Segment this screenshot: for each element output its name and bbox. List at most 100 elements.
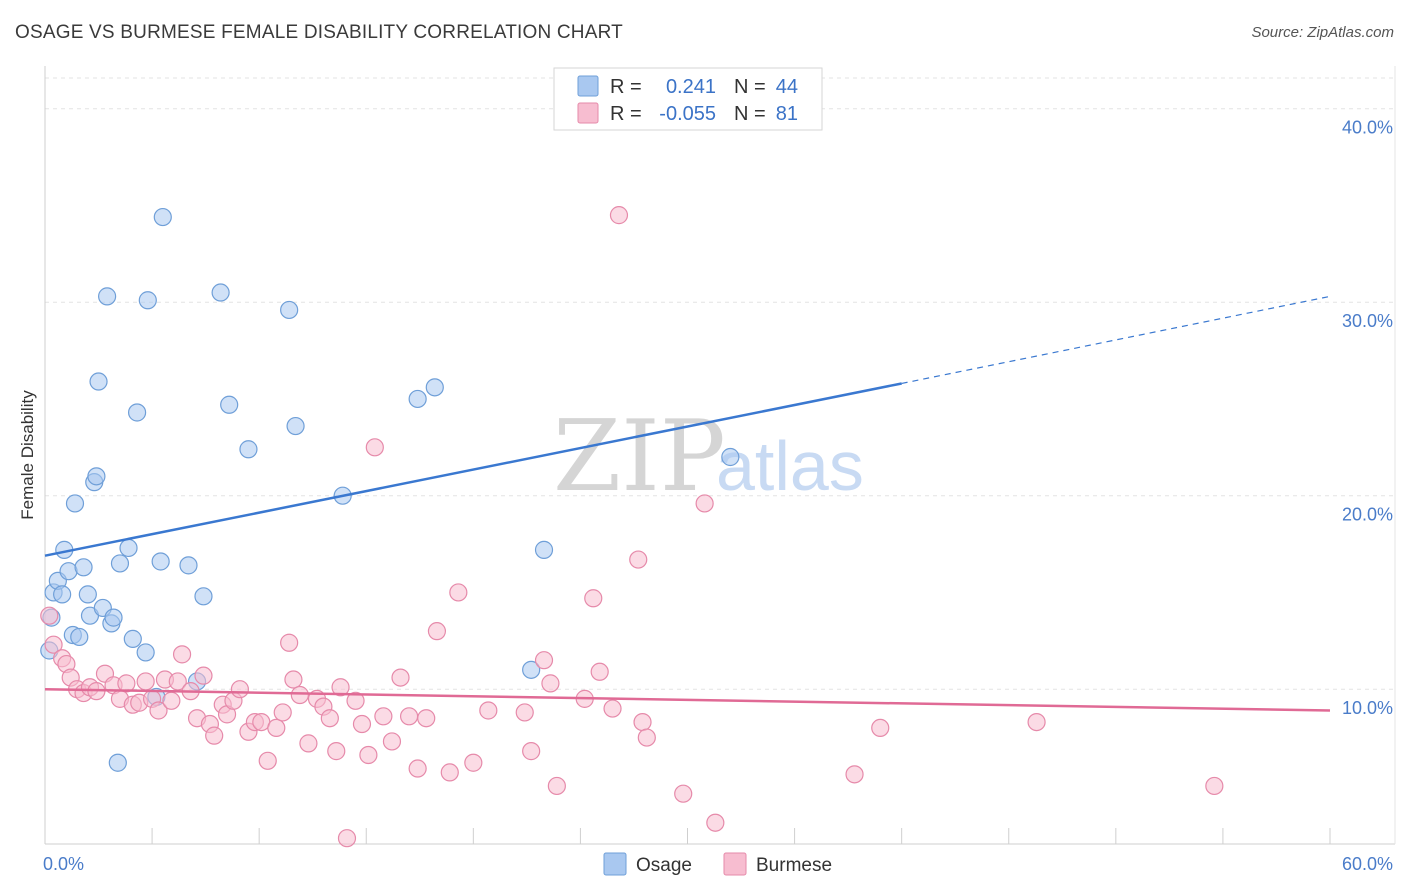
point-burmese-15 <box>136 672 155 691</box>
point-burmese-74 <box>637 728 656 747</box>
point-burmese-58 <box>440 763 459 782</box>
y-tick-label-3: 40.0% <box>1342 118 1393 138</box>
point-osage-30 <box>179 556 198 575</box>
point-burmese-40 <box>299 734 318 753</box>
y-tick-label-2: 30.0% <box>1342 311 1393 331</box>
legend-swatch-burmese <box>577 102 599 124</box>
point-osage-23 <box>123 629 142 648</box>
point-burmese-49 <box>359 745 378 765</box>
point-burmese-47 <box>346 691 365 710</box>
point-burmese-54 <box>399 707 419 726</box>
point-burmese-75 <box>674 784 693 803</box>
series-legend-swatch-osage <box>603 852 627 876</box>
series-legend: Osage Burmese <box>603 852 832 876</box>
point-burmese-73 <box>633 712 652 732</box>
point-burmese-66 <box>547 776 566 796</box>
point-burmese-34 <box>258 751 277 770</box>
point-osage-11 <box>78 585 97 604</box>
point-burmese-78 <box>845 765 864 784</box>
point-burmese-53 <box>391 668 410 687</box>
point-osage-37 <box>286 416 305 436</box>
legend-box <box>553 67 823 131</box>
watermark-zip: ZIP <box>553 400 726 514</box>
trend-line-extension-osage <box>901 295 1331 385</box>
legend-n-label-burmese: N = <box>734 103 766 125</box>
point-burmese-61 <box>479 701 498 720</box>
point-osage-43 <box>721 447 740 467</box>
correlation-legend: R = 0.241 N = 44 R = -0.055 N = 81 <box>553 67 823 131</box>
point-burmese-51 <box>374 707 393 726</box>
point-burmese-36 <box>273 703 292 722</box>
point-burmese-30 <box>230 680 249 699</box>
axes <box>44 66 1396 845</box>
point-burmese-20 <box>168 672 187 691</box>
tick-labels: 10.0% 20.0% 30.0% 40.0% 0.0% 60.0% <box>43 118 1393 874</box>
point-osage-33 <box>211 283 230 302</box>
chart-source: Source: ZipAtlas.com <box>1251 24 1394 41</box>
legend-r-value-burmese: -0.055 <box>659 103 716 125</box>
point-osage-9 <box>70 627 89 647</box>
trend-line-burmese <box>44 687 1331 712</box>
point-burmese-35 <box>267 718 286 738</box>
point-osage-24 <box>127 403 147 422</box>
point-burmese-81 <box>1205 776 1224 796</box>
point-burmese-70 <box>603 699 622 718</box>
point-burmese-24 <box>194 666 213 685</box>
point-burmese-19 <box>162 691 181 710</box>
point-burmese-45 <box>331 678 350 697</box>
point-burmese-80 <box>1027 712 1046 732</box>
point-burmese-26 <box>205 726 224 745</box>
trend-lines <box>44 295 1331 712</box>
chart-title: OSAGE VS BURMESE FEMALE DISABILITY CORRE… <box>15 22 623 43</box>
trend-line-osage <box>44 382 902 557</box>
series-legend-swatch-burmese <box>723 852 747 876</box>
point-burmese-21 <box>172 645 192 664</box>
point-osage-15 <box>89 372 108 391</box>
series-legend-label-burmese: Burmese <box>756 855 832 876</box>
point-burmese-59 <box>449 583 468 602</box>
point-burmese-48 <box>352 714 372 734</box>
point-burmese-69 <box>590 662 609 681</box>
point-osage-26 <box>138 291 157 310</box>
point-burmese-76 <box>695 494 714 513</box>
point-burmese-46 <box>337 829 357 848</box>
point-burmese-57 <box>427 622 447 641</box>
point-burmese-79 <box>871 718 890 738</box>
point-osage-28 <box>151 552 170 571</box>
point-burmese-39 <box>290 685 309 705</box>
legend-r-value-osage: 0.241 <box>666 76 716 98</box>
point-burmese-52 <box>382 732 402 751</box>
point-burmese-77 <box>706 813 725 832</box>
point-burmese-0 <box>40 606 59 625</box>
point-osage-10 <box>74 558 93 577</box>
point-osage-34 <box>220 395 239 414</box>
point-osage-42 <box>534 540 554 559</box>
point-osage-22 <box>119 538 138 558</box>
point-osage-40 <box>425 378 444 397</box>
legend-n-value-burmese: 81 <box>776 103 798 125</box>
gridlines <box>45 77 1395 690</box>
point-osage-4 <box>53 585 72 604</box>
point-burmese-64 <box>534 651 554 670</box>
point-burmese-60 <box>464 753 483 772</box>
point-osage-29 <box>153 207 172 227</box>
point-burmese-55 <box>408 759 427 778</box>
point-osage-8 <box>65 494 85 513</box>
point-burmese-71 <box>609 206 629 225</box>
legend-n-label-osage: N = <box>734 76 766 98</box>
point-burmese-72 <box>629 550 648 569</box>
point-osage-32 <box>194 587 213 606</box>
point-osage-20 <box>108 753 127 772</box>
point-osage-25 <box>136 643 155 662</box>
y-tick-label-0: 10.0% <box>1342 698 1393 718</box>
legend-swatch-osage <box>577 75 599 97</box>
point-burmese-38 <box>284 670 303 689</box>
watermark: ZIP atlas <box>553 400 864 514</box>
point-osage-36 <box>280 300 299 320</box>
point-osage-21 <box>110 554 130 573</box>
point-burmese-43 <box>320 709 339 728</box>
point-osage-14 <box>87 467 106 486</box>
point-burmese-62 <box>515 703 534 722</box>
legend-n-value-osage: 44 <box>776 76 798 98</box>
